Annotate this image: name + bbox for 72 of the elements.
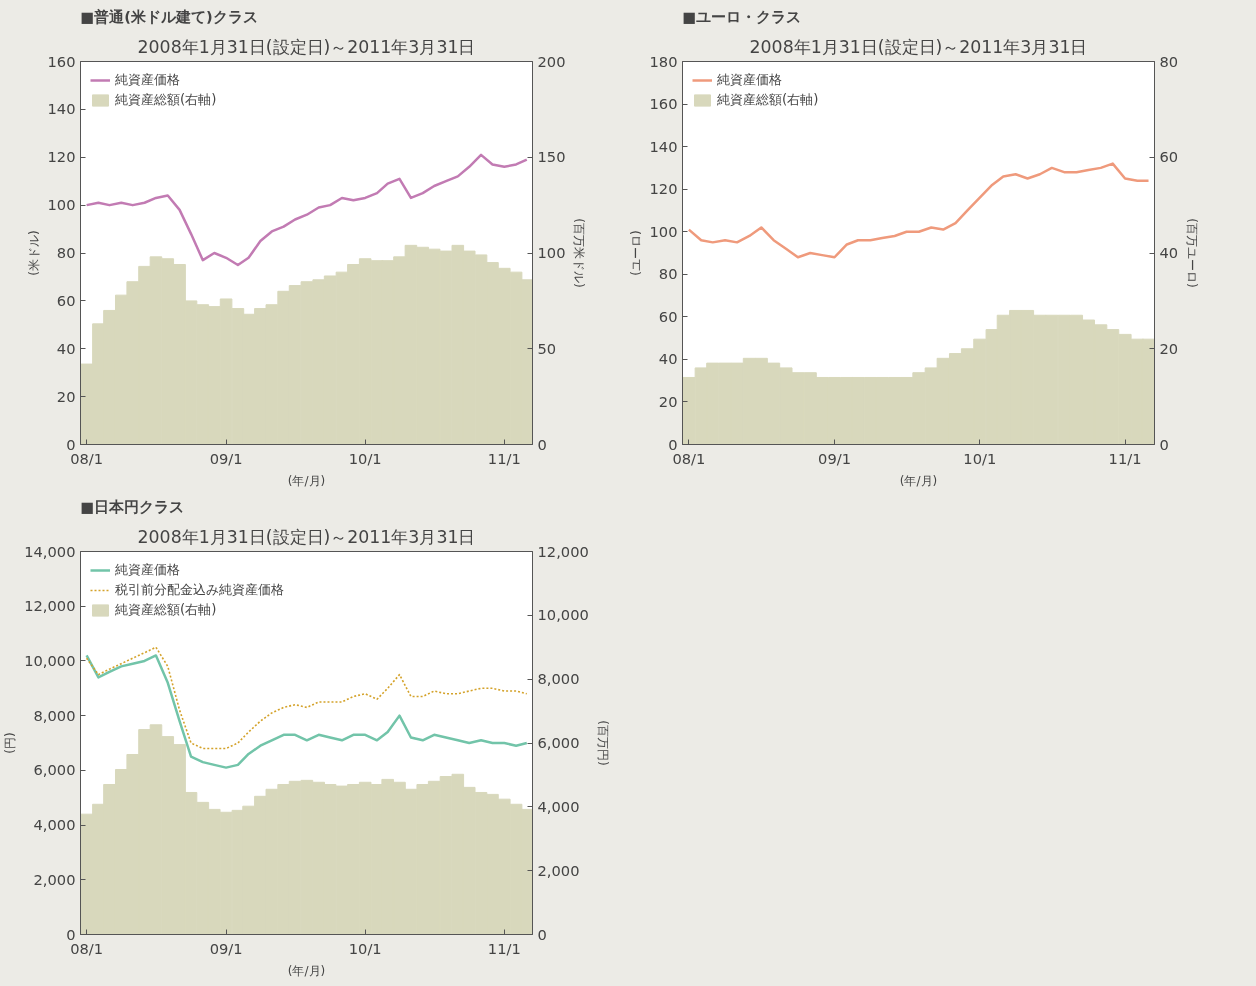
y-tick-label: 60 — [658, 307, 678, 325]
legend-label: 純資産総額(右軸) — [717, 91, 819, 109]
y-tick-label: 14,000 — [24, 542, 76, 560]
y-tick-label: 6,000 — [33, 761, 76, 779]
y2-tick-label: 8,000 — [537, 670, 580, 688]
x-tick-label: 09/1 — [818, 449, 851, 467]
y2-tick-label: 0 — [537, 925, 547, 943]
y2-tick-label: 10,000 — [537, 606, 589, 624]
x-axis-title: (年/月) — [287, 963, 326, 978]
y-axis-title: (米ドル) — [26, 230, 41, 276]
y-tick-label: 100 — [47, 196, 76, 214]
y-tick-label: 140 — [649, 137, 678, 155]
y2-tick-label: 20 — [1159, 339, 1179, 357]
y-tick-label: 180 — [649, 52, 678, 70]
y2-tick-label: 100 — [537, 244, 566, 261]
y-axis-title: (ユーロ) — [628, 230, 643, 276]
legend-label: 税引前分配金込み純資産価格 — [115, 581, 284, 599]
y2-tick-label: 0 — [537, 435, 547, 453]
legend-label: 純資産価格 — [717, 71, 782, 89]
legend-label: 純資産価格 — [115, 71, 180, 89]
x-tick-label: 09/1 — [209, 449, 243, 467]
legend-label: 純資産総額(右軸) — [115, 601, 217, 619]
y2-tick-label: 150 — [537, 148, 566, 166]
y2-tick-label: 200 — [537, 52, 566, 70]
y-tick-label: 20 — [658, 392, 678, 410]
y-tick-label: 80 — [56, 244, 76, 261]
y-tick-label: 60 — [56, 291, 76, 309]
x-tick-label: 11/1 — [487, 449, 521, 467]
y2-tick-label: 12,000 — [537, 542, 589, 560]
y-tick-label: 10,000 — [24, 651, 76, 669]
y-tick-label: 80 — [658, 265, 678, 283]
y-tick-label: 40 — [658, 350, 678, 368]
x-tick-label: 09/1 — [209, 939, 243, 957]
y-tick-label: 160 — [649, 95, 678, 113]
x-tick-label: 10/1 — [348, 449, 382, 467]
x-tick-label: 10/1 — [963, 449, 997, 467]
y-tick-label: 8,000 — [33, 706, 76, 724]
x-tick-label: 11/1 — [1108, 449, 1142, 467]
y2-tick-label: 2,000 — [537, 861, 580, 879]
y-tick-label: 4,000 — [33, 816, 76, 834]
y-tick-label: 12,000 — [24, 597, 76, 615]
y-tick-label: 160 — [47, 52, 76, 70]
legend-label: 純資産価格 — [115, 561, 180, 579]
x-tick-label: 10/1 — [348, 939, 382, 957]
y2-tick-label: 40 — [1159, 244, 1179, 261]
y-tick-label: 40 — [56, 339, 76, 357]
chart-title: ■日本円クラス — [80, 497, 185, 515]
y-tick-label: 120 — [649, 180, 678, 198]
y2-tick-label: 4,000 — [537, 797, 580, 815]
y2-tick-label: 0 — [1159, 435, 1169, 453]
x-axis-title: (年/月) — [899, 473, 938, 488]
chart-subtitle: 2008年1月31日(設定日)～2011年3月31日 — [137, 526, 476, 547]
y-tick-label: 2,000 — [33, 870, 76, 888]
chart-title: ■ユーロ・クラス — [682, 7, 802, 25]
y-tick-label: 20 — [56, 387, 76, 405]
chart-title: ■普通(米ドル建て)クラス — [80, 7, 258, 25]
y-axis-title: (円) — [3, 732, 18, 754]
y-tick-label: 100 — [649, 222, 678, 240]
chart-subtitle: 2008年1月31日(設定日)～2011年3月31日 — [749, 36, 1088, 57]
y2-tick-label: 6,000 — [537, 734, 580, 751]
y2-axis-title: (百万米ドル) — [572, 218, 587, 288]
y2-axis-title: (百万円) — [595, 720, 610, 766]
y2-tick-label: 50 — [537, 339, 557, 357]
chart-subtitle: 2008年1月31日(設定日)～2011年3月31日 — [137, 36, 476, 57]
y-tick-label: 120 — [47, 148, 76, 166]
y2-tick-label: 80 — [1159, 52, 1179, 70]
y2-axis-title: (百万ユーロ) — [1185, 218, 1200, 288]
y2-tick-label: 60 — [1159, 148, 1179, 166]
y-tick-label: 140 — [47, 100, 76, 118]
x-tick-label: 11/1 — [487, 939, 521, 957]
x-axis-title: (年/月) — [287, 473, 326, 488]
legend-label: 純資産総額(右軸) — [115, 91, 217, 109]
